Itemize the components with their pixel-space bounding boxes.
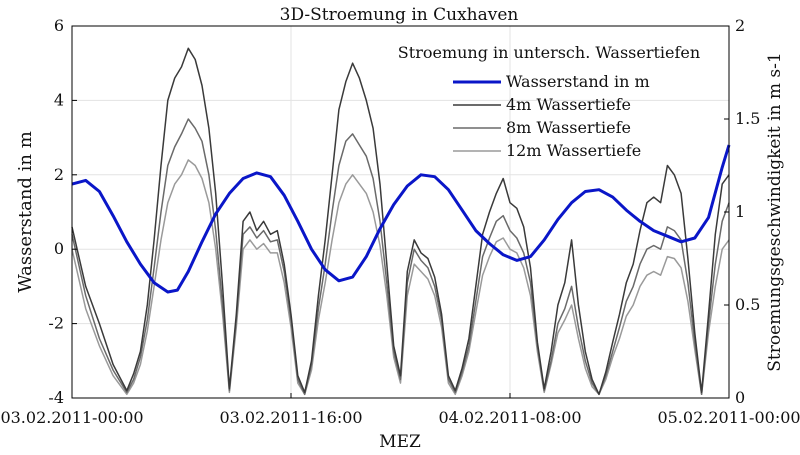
series-line-wasserstand — [71, 144, 731, 294]
x-tick-label: 03.02.2011-00:00 — [0, 408, 143, 427]
series-line-depth-3 — [71, 159, 730, 396]
y-tick-label-right: 2 — [735, 16, 745, 35]
y-tick-label-left: -2 — [48, 314, 64, 333]
series-line-depth-1 — [71, 47, 730, 396]
y-axis-label-left: Wasserstand in m — [15, 131, 36, 293]
x-axis-label: MEZ — [379, 432, 421, 452]
y-tick-label-left: 6 — [54, 16, 64, 35]
x-tick-label: 05.02.2011-00:00 — [657, 408, 800, 427]
legend-label: Wasserstand in m — [506, 72, 650, 91]
series-line-depth-2 — [71, 118, 730, 396]
y-axis-label-right: Stroemungsgeschwindigkeit in m s-1 — [765, 52, 785, 371]
y-tick-label-left: -4 — [48, 388, 64, 407]
y-tick-label-left: 2 — [54, 165, 64, 184]
chart-title: 3D-Stroemung in Cuxhaven — [280, 5, 519, 25]
y-tick-label-left: 4 — [54, 90, 64, 109]
legend: Stroemung in untersch. Wassertiefen Wasse… — [398, 43, 700, 160]
series-layer — [71, 47, 731, 396]
x-tick-label: 04.02.2011-08:00 — [438, 408, 581, 427]
y-tick-label-right: 0 — [735, 388, 745, 407]
legend-title: Stroemung in untersch. Wassertiefen — [398, 43, 700, 62]
legend-label: 8m Wassertiefe — [506, 118, 631, 137]
legend-label: 4m Wassertiefe — [506, 95, 631, 114]
y-tick-label-right: 1 — [735, 202, 745, 221]
y-tick-label-right: 0.5 — [735, 295, 760, 314]
legend-label: 12m Wassertiefe — [506, 141, 641, 160]
y-tick-label-left: 0 — [54, 239, 64, 258]
y-tick-label-right: 1.5 — [735, 109, 760, 128]
axis-ticks: 03.02.2011-00:00 03.02.2011-16:00 04.02.20… — [0, 16, 800, 427]
x-tick-label: 03.02.2011-16:00 — [219, 408, 362, 427]
